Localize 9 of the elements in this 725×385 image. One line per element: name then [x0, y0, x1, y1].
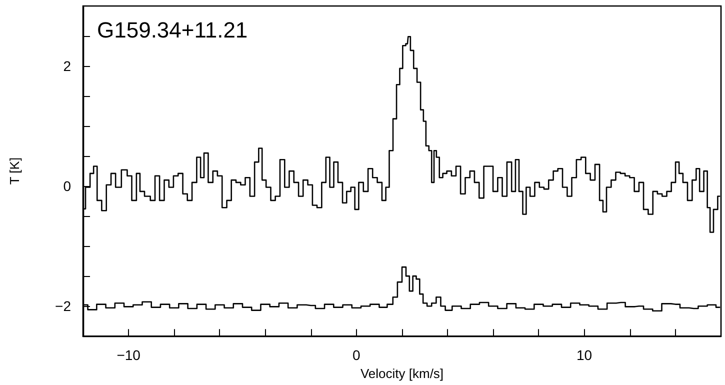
x-axis-title: Velocity [km/s]: [360, 366, 444, 381]
y-tick-label: −2: [55, 298, 72, 314]
y-tick-label: 0: [63, 178, 72, 194]
y-tick-label: 2: [63, 58, 72, 74]
x-tick-label: −10: [116, 347, 141, 364]
text: G159.34+11.21: [97, 18, 248, 42]
x-tick-label: 0: [352, 347, 361, 364]
x-tick-label: 10: [576, 347, 592, 364]
y-axis-title: T [K]: [7, 157, 22, 185]
